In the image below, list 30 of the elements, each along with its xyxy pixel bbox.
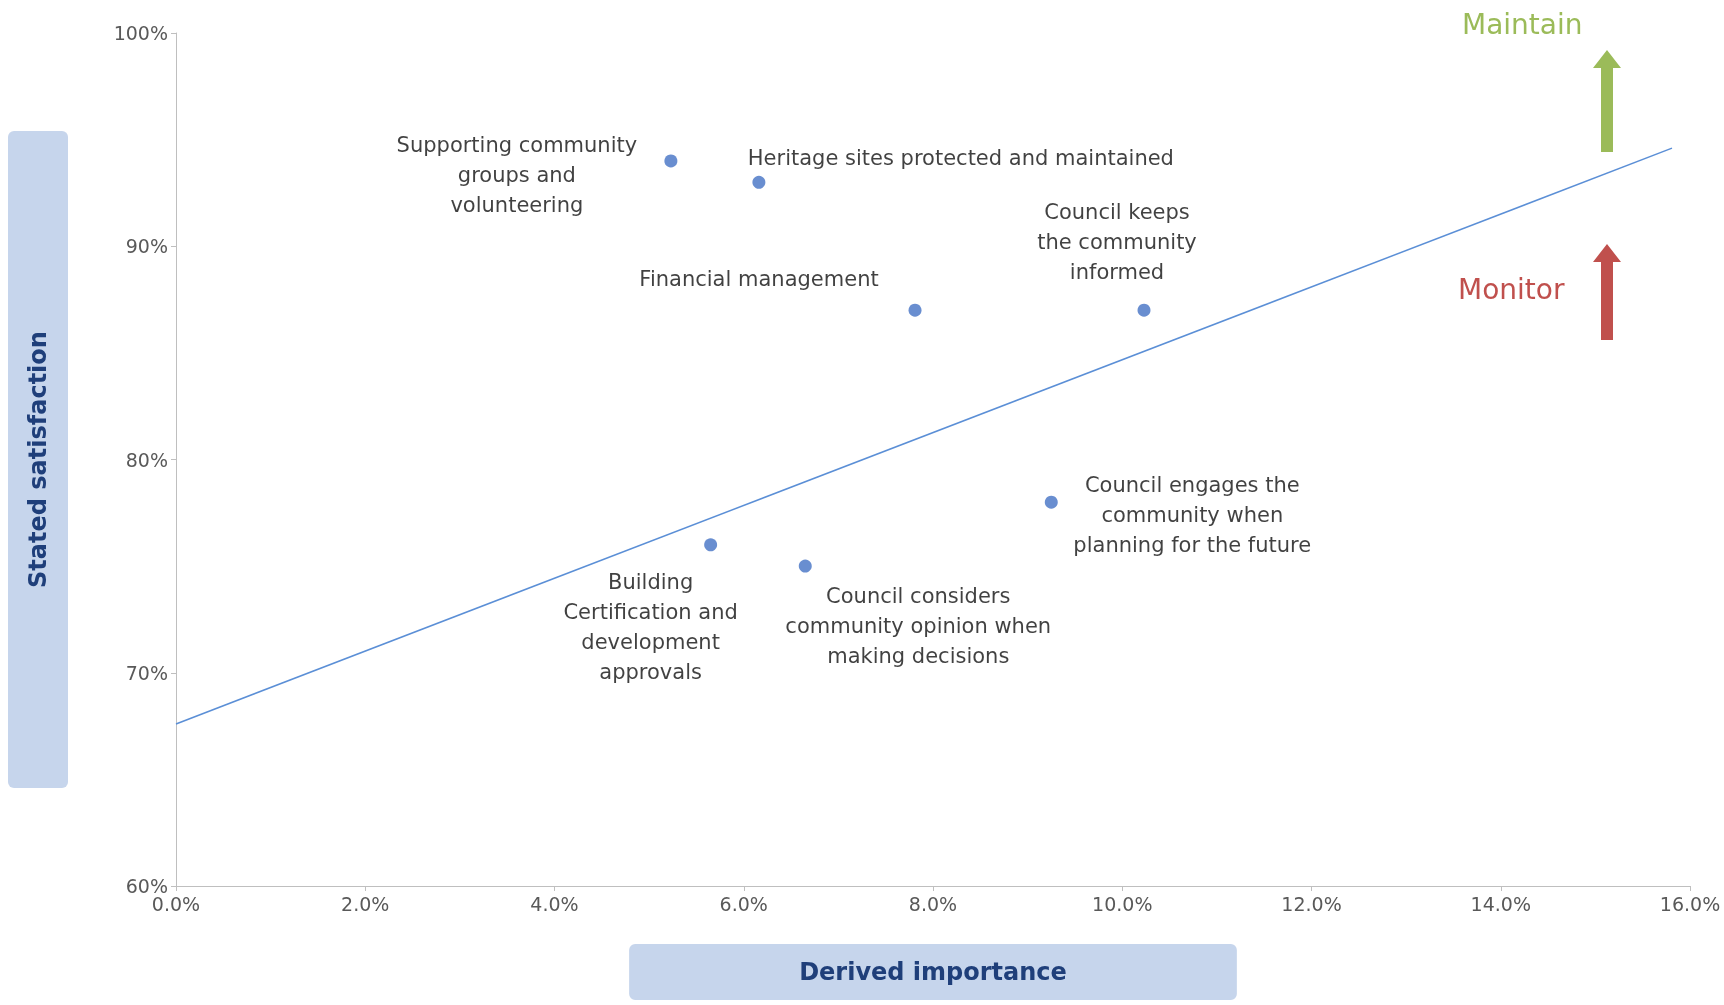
y-tick-label: 90% [125, 235, 168, 258]
y-tick-label: 100% [113, 22, 168, 44]
x-tick-label: 8.0% [908, 892, 958, 915]
x-axis-title: Derived importance [799, 958, 1067, 986]
point [664, 154, 678, 168]
annotation: Council engages the community when planning for the future [1073, 473, 1312, 558]
x-tick-label: 4.0% [530, 892, 579, 915]
x-tick-label: 16.0% [1659, 892, 1721, 915]
annotation: Building Certification and development approvals [563, 569, 738, 684]
x-tick-label: 14.0% [1470, 892, 1531, 915]
x-tick-label: 12.0% [1281, 892, 1342, 915]
point [798, 559, 812, 573]
x-tick-label: 2.0% [341, 892, 390, 915]
annotation: Supporting community groups and volunteering [396, 132, 638, 217]
y-tick-label: 80% [125, 448, 168, 471]
annotation: Maintain [1462, 7, 1583, 43]
annotation: Council keeps the community informed [1037, 200, 1197, 285]
annotation: Heritage sites protected and maintained [747, 146, 1174, 171]
point [752, 175, 766, 189]
y-tick-label: 70% [125, 661, 168, 684]
x-tick-label: 10.0% [1092, 892, 1153, 915]
annotation: Council considers community opinion when making decisions [785, 584, 1052, 669]
point [1137, 303, 1151, 317]
point [704, 538, 718, 552]
annotation: Financial management [639, 267, 879, 292]
y-axis-title: Stated satisfaction [24, 331, 52, 588]
x-tick-label: 6.0% [719, 892, 768, 915]
point [908, 303, 922, 317]
point [1044, 495, 1058, 509]
annotation: Monitor [1458, 272, 1565, 308]
